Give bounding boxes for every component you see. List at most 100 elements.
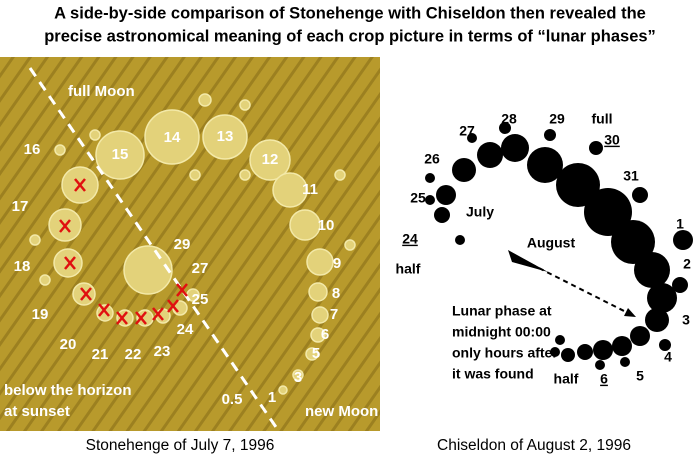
- phase-label: 5: [636, 368, 644, 384]
- crop-circle: [95, 130, 145, 180]
- phase-number: 16: [24, 141, 41, 158]
- phase-number: 25: [192, 291, 209, 308]
- phase-disc: [467, 133, 477, 143]
- phase-disc: [634, 252, 670, 288]
- phase-label: 31: [623, 168, 639, 184]
- phase-label: 30: [604, 132, 620, 148]
- crop-circle: [334, 169, 346, 181]
- phase-label: 4: [664, 349, 672, 365]
- phase-label: full: [592, 111, 613, 127]
- phase-number: 18: [14, 258, 31, 275]
- phase-label: 29: [549, 111, 565, 127]
- phase-disc: [589, 141, 603, 155]
- phase-number: 17: [12, 198, 29, 215]
- dashed-line: [28, 67, 280, 431]
- crop-circle: [308, 282, 328, 302]
- crop-circle: [310, 327, 326, 343]
- label: full Moon: [68, 83, 135, 100]
- crop-circle: [272, 172, 308, 208]
- crop-circle: [189, 169, 201, 181]
- crop-circle: [123, 245, 173, 295]
- phase-number: 20: [60, 336, 77, 353]
- phase-number: 23: [154, 343, 171, 360]
- phase-disc: [673, 230, 693, 250]
- chiseldon-diagram: [425, 122, 693, 370]
- phase-number: 9: [333, 255, 341, 272]
- phase-number: 8: [332, 285, 340, 302]
- phase-disc: [550, 347, 560, 357]
- phase-disc: [659, 339, 671, 351]
- phase-disc: [561, 348, 575, 362]
- red-marks: [59, 178, 188, 325]
- phase-disc: [452, 158, 476, 182]
- note: only hours after: [452, 345, 558, 361]
- phase-number: 19: [32, 306, 49, 323]
- red-x: [152, 307, 164, 321]
- phase-number: 29: [174, 236, 191, 253]
- title-line: precise astronomical meaning of each cro…: [44, 27, 656, 45]
- phase-number: 7: [330, 306, 338, 323]
- crop-circle: [39, 274, 51, 286]
- phase-number: 27: [192, 260, 209, 277]
- crop-circle: [239, 99, 251, 111]
- phase-number: 5: [312, 345, 320, 362]
- label: below the horizon: [4, 382, 132, 399]
- crop-circle: [72, 282, 96, 306]
- phase-label: July: [466, 204, 494, 220]
- red-x: [167, 299, 179, 313]
- phase-disc: [434, 207, 450, 223]
- crop-circle: [29, 234, 41, 246]
- note: it was found: [452, 366, 534, 382]
- phase-number: 1: [268, 389, 276, 406]
- phase-disc: [630, 326, 650, 346]
- red-x: [116, 311, 128, 325]
- phase-disc: [425, 173, 435, 183]
- caption: Chiseldon of August 2, 1996: [437, 437, 631, 454]
- phase-number: 3: [294, 369, 302, 386]
- red-x: [74, 178, 86, 192]
- phase-number: 13: [217, 128, 234, 145]
- crop-circle: [278, 385, 288, 395]
- phase-disc: [556, 163, 600, 207]
- phase-disc: [620, 357, 630, 367]
- phase-number: 21: [92, 346, 109, 363]
- crop-circle: [292, 369, 304, 381]
- label: at sunset: [4, 403, 70, 420]
- crop-circle: [306, 248, 334, 276]
- phase-label: 26: [424, 151, 440, 167]
- caption: Stonehenge of July 7, 1996: [86, 437, 275, 454]
- note: midnight 00:00: [452, 324, 551, 340]
- phase-disc: [612, 336, 632, 356]
- crop-circle: [344, 239, 356, 251]
- phase-number: 10: [318, 217, 335, 234]
- red-x: [135, 311, 147, 325]
- crop-circle: [144, 109, 200, 165]
- phase-disc: [436, 185, 456, 205]
- phase-label: 2: [683, 256, 691, 272]
- phase-disc: [477, 142, 503, 168]
- phase-disc: [611, 220, 655, 264]
- phase-label: 3: [682, 312, 690, 328]
- phase-disc: [501, 134, 529, 162]
- crop-circles: [29, 93, 356, 395]
- phase-disc: [645, 308, 669, 332]
- crop-circle: [289, 209, 321, 241]
- phase-label: half: [396, 261, 421, 277]
- crop-circle: [136, 309, 154, 327]
- phase-number: 6: [321, 326, 329, 343]
- crop-photo: [0, 57, 380, 431]
- phase-label: 27: [459, 123, 475, 139]
- phase-disc: [672, 277, 688, 293]
- phase-disc: [584, 188, 632, 236]
- phase-label: 1: [676, 216, 684, 232]
- phase-number: 0.5: [222, 391, 243, 408]
- red-x: [98, 303, 110, 317]
- note: Lunar phase at: [452, 303, 552, 319]
- phase-disc: [555, 335, 565, 345]
- phase-label: 6: [600, 371, 608, 387]
- phase-disc: [544, 129, 556, 141]
- arrow-head: [624, 308, 636, 317]
- crop-circle: [53, 248, 83, 278]
- red-x: [59, 219, 71, 233]
